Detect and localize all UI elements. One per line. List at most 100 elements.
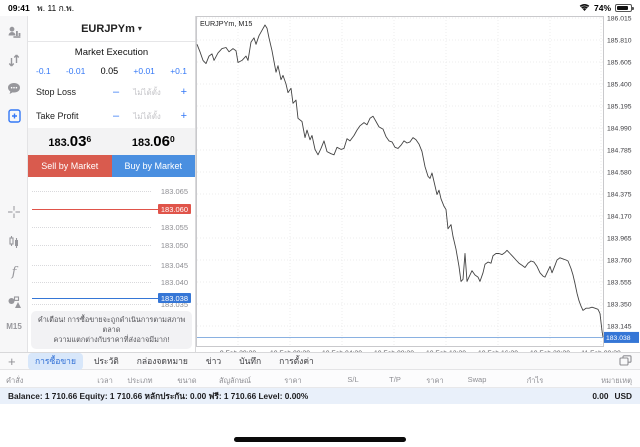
- take-profit-plus-button[interactable]: +: [180, 110, 187, 122]
- volume-inc-big-button[interactable]: +0.1: [170, 66, 187, 76]
- y-axis-label: 185.400: [607, 82, 632, 89]
- y-axis-label: 184.580: [607, 170, 632, 177]
- y-axis-label: 184.990: [607, 126, 632, 133]
- timeframe-button[interactable]: M15: [6, 321, 22, 331]
- battery-icon: [615, 4, 634, 12]
- crosshair-icon[interactable]: [0, 202, 28, 222]
- ladder-row: 183.055: [28, 220, 195, 234]
- y-axis-label: 183.145: [607, 324, 632, 331]
- home-indicator: [234, 437, 406, 442]
- volume-dec-button[interactable]: -0.01: [65, 66, 86, 76]
- ladder-row: 183.050: [28, 238, 195, 252]
- chevron-down-icon: ▾: [137, 24, 142, 33]
- column-header: สัญลักษณ์: [218, 376, 252, 385]
- ladder-price: 183.050: [160, 240, 188, 250]
- ladder-line: [32, 281, 151, 283]
- ladder-price: 183.055: [160, 222, 188, 232]
- ladder-price: 183.040: [160, 277, 188, 287]
- stop-loss-label: Stop Loss: [36, 87, 77, 97]
- ladder-line: [32, 244, 151, 246]
- ladder-row: 183.040: [28, 275, 195, 289]
- y-axis-label: 185.605: [607, 60, 632, 67]
- take-profit-value[interactable]: ไม่ได้ตั้ง: [133, 111, 161, 121]
- add-order-button[interactable]: +: [8, 353, 16, 369]
- current-price-tag: 183.038: [157, 293, 191, 303]
- quotes-icon[interactable]: [0, 22, 28, 42]
- chat-icon[interactable]: [0, 78, 28, 98]
- chart-symbol-label: EURJPYm, M15: [200, 19, 252, 28]
- y-axis-label: 183.760: [607, 258, 632, 265]
- candles-icon[interactable]: [0, 232, 28, 252]
- stop-loss-value[interactable]: ไม่ได้ตั้ง: [133, 87, 161, 97]
- ladder-row: 183.065: [28, 184, 195, 198]
- stop-loss-plus-button[interactable]: +: [180, 86, 187, 98]
- bid-price: 183.036: [48, 133, 92, 150]
- tab-4[interactable]: บันทึก: [239, 356, 262, 366]
- tab-2[interactable]: กล่องจดหมาย: [136, 356, 188, 366]
- column-header: กำไร: [526, 376, 544, 385]
- tab-0[interactable]: การซื้อขาย: [28, 352, 83, 370]
- chart-current-price-tag: 183.038: [606, 335, 631, 342]
- execution-mode-label: Market Execution: [74, 46, 149, 58]
- objects-icon[interactable]: [0, 292, 28, 312]
- status-bar: 09:41 พ. 11 ก.พ. 74%: [0, 0, 640, 16]
- y-axis-label: 184.170: [607, 214, 632, 221]
- bottom-tabs: การซื้อขาย ประวัติ กล่องจดหมาย ข่าว บันทึก กา…: [28, 352, 321, 370]
- symbol-selector[interactable]: EURJPYm ▾: [28, 16, 195, 42]
- ladder-current-price-row: 183.038: [28, 291, 195, 305]
- wifi-icon: [579, 3, 590, 14]
- y-axis-label: 184.375: [607, 192, 632, 199]
- stop-loss-row: Stop Loss – ไม่ได้ตั้ง +: [28, 80, 195, 104]
- take-profit-row: Take Profit – ไม่ได้ตั้ง +: [28, 104, 195, 128]
- ladder-line: [32, 226, 151, 228]
- buy-button[interactable]: Buy by Market: [111, 155, 195, 177]
- column-header: คำสั่ง: [6, 376, 24, 385]
- new-order-icon[interactable]: [0, 106, 28, 126]
- y-axis-label: 183.555: [607, 280, 632, 287]
- bottom-tab-bar: + การซื้อขาย ประวัติ กล่องจดหมาย ข่าว บันทึก…: [0, 352, 640, 370]
- take-profit-label: Take Profit: [36, 111, 79, 121]
- ladder-row: 183.060: [28, 202, 195, 216]
- volume-inc-button[interactable]: +0.01: [133, 66, 155, 76]
- column-header: ราคา: [426, 376, 444, 385]
- ladder-price: 183.060: [157, 204, 191, 214]
- balance-line: Balance: 1 710.66 Equity: 1 710.66 หลักป…: [8, 391, 309, 401]
- y-axis-label: 183.965: [607, 236, 632, 243]
- bid-ask-display: 183.036 183.060: [28, 128, 195, 155]
- ladder-line: [32, 264, 151, 266]
- ladder-line: [32, 208, 158, 210]
- column-header: หมายเหตุ: [601, 376, 632, 385]
- price-chart[interactable]: 186.015 185.810 185.605 185.400 185.195 184.9…: [196, 16, 640, 357]
- symbol-name: EURJPYm: [81, 22, 135, 35]
- volume-value[interactable]: 0.05: [100, 66, 119, 76]
- ask-price: 183.060: [131, 133, 175, 150]
- ladder-row: 183.035: [28, 297, 195, 311]
- column-header: S/L: [347, 375, 359, 384]
- ladder-price: 183.065: [160, 186, 188, 196]
- indicators-icon[interactable]: f: [11, 264, 17, 280]
- column-header: ราคา: [284, 376, 302, 385]
- left-toolbar: f M15: [0, 16, 28, 352]
- y-axis-label: 183.350: [607, 302, 632, 309]
- stop-loss-minus-button[interactable]: –: [112, 86, 120, 98]
- clock: 09:41: [8, 3, 30, 13]
- profit-value: 0.00: [592, 391, 609, 401]
- y-axis-label: 185.195: [607, 104, 632, 111]
- tab-5[interactable]: การตั้งค่า: [279, 356, 314, 366]
- orders-table-header: คำสั่ง เวลา ประเภท ขนาด สัญลักษณ์ ราคา S/L T/P ร…: [0, 370, 640, 388]
- trade-arrows-icon[interactable]: [0, 50, 28, 70]
- battery-percent: 74%: [593, 3, 611, 13]
- execution-warning: คำเตือน! การซื้อขายจะถูกดำเนินการตามสภาพ…: [31, 311, 192, 349]
- volume-dec-big-button[interactable]: -0.1: [36, 66, 51, 76]
- tab-1[interactable]: ประวัติ: [93, 356, 119, 366]
- ladder-row: 183.045: [28, 258, 195, 272]
- window-layout-icon[interactable]: [619, 354, 632, 368]
- sell-button[interactable]: Sell by Market: [28, 155, 112, 177]
- volume-stepper: -0.1 -0.01 0.05 +0.01 +0.1: [28, 62, 195, 80]
- y-axis-label: 185.810: [607, 38, 632, 45]
- y-axis-label: 186.015: [607, 16, 632, 23]
- tab-3[interactable]: ข่าว: [205, 356, 222, 366]
- take-profit-minus-button[interactable]: –: [112, 110, 120, 122]
- column-header: T/P: [389, 375, 401, 384]
- y-axis-label: 184.785: [607, 148, 632, 155]
